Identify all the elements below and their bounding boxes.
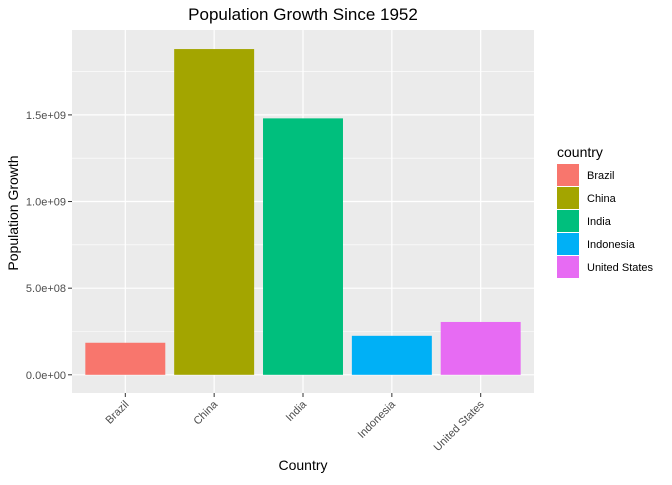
y-axis-ticks: 0.0e+00 5.0e+08 1.0e+09 1.5e+09: [26, 110, 72, 382]
y-tick-label: 0.0e+00: [26, 370, 66, 382]
bar-india: [263, 118, 343, 375]
x-tick-label: United States: [432, 398, 488, 454]
legend-key: [557, 187, 579, 209]
legend-key: [557, 233, 579, 255]
bar-united-states: [440, 321, 521, 375]
x-axis-title: Country: [278, 457, 327, 473]
legend-label: China: [587, 193, 617, 205]
bar-indonesia: [351, 335, 432, 375]
y-axis-title: Population Growth: [5, 155, 21, 270]
y-tick-label: 1.0e+09: [26, 197, 66, 209]
x-tick-label: Indonesia: [356, 398, 399, 441]
x-tick-label: Brazil: [103, 399, 131, 427]
x-axis-ticks: Brazil China India Indonesia United States: [103, 393, 487, 454]
y-tick-label: 1.5e+09: [26, 110, 66, 122]
legend-label: United States: [587, 262, 654, 274]
legend-title: country: [557, 144, 603, 160]
legend-key: [557, 256, 579, 278]
legend-label: Indonesia: [587, 239, 636, 251]
legend-label: India: [587, 216, 612, 228]
chart-title: Population Growth Since 1952: [188, 5, 418, 24]
legend-key: [557, 210, 579, 232]
y-tick-label: 5.0e+08: [26, 283, 66, 295]
bar-brazil: [85, 342, 166, 375]
bars: [85, 49, 521, 375]
legend-label: Brazil: [587, 170, 615, 182]
x-tick-label: India: [284, 398, 310, 424]
bar-china: [174, 49, 255, 375]
x-tick-label: China: [191, 398, 220, 427]
legend: country Brazil China India Indonesia United …: [557, 144, 654, 278]
legend-key: [557, 164, 579, 186]
